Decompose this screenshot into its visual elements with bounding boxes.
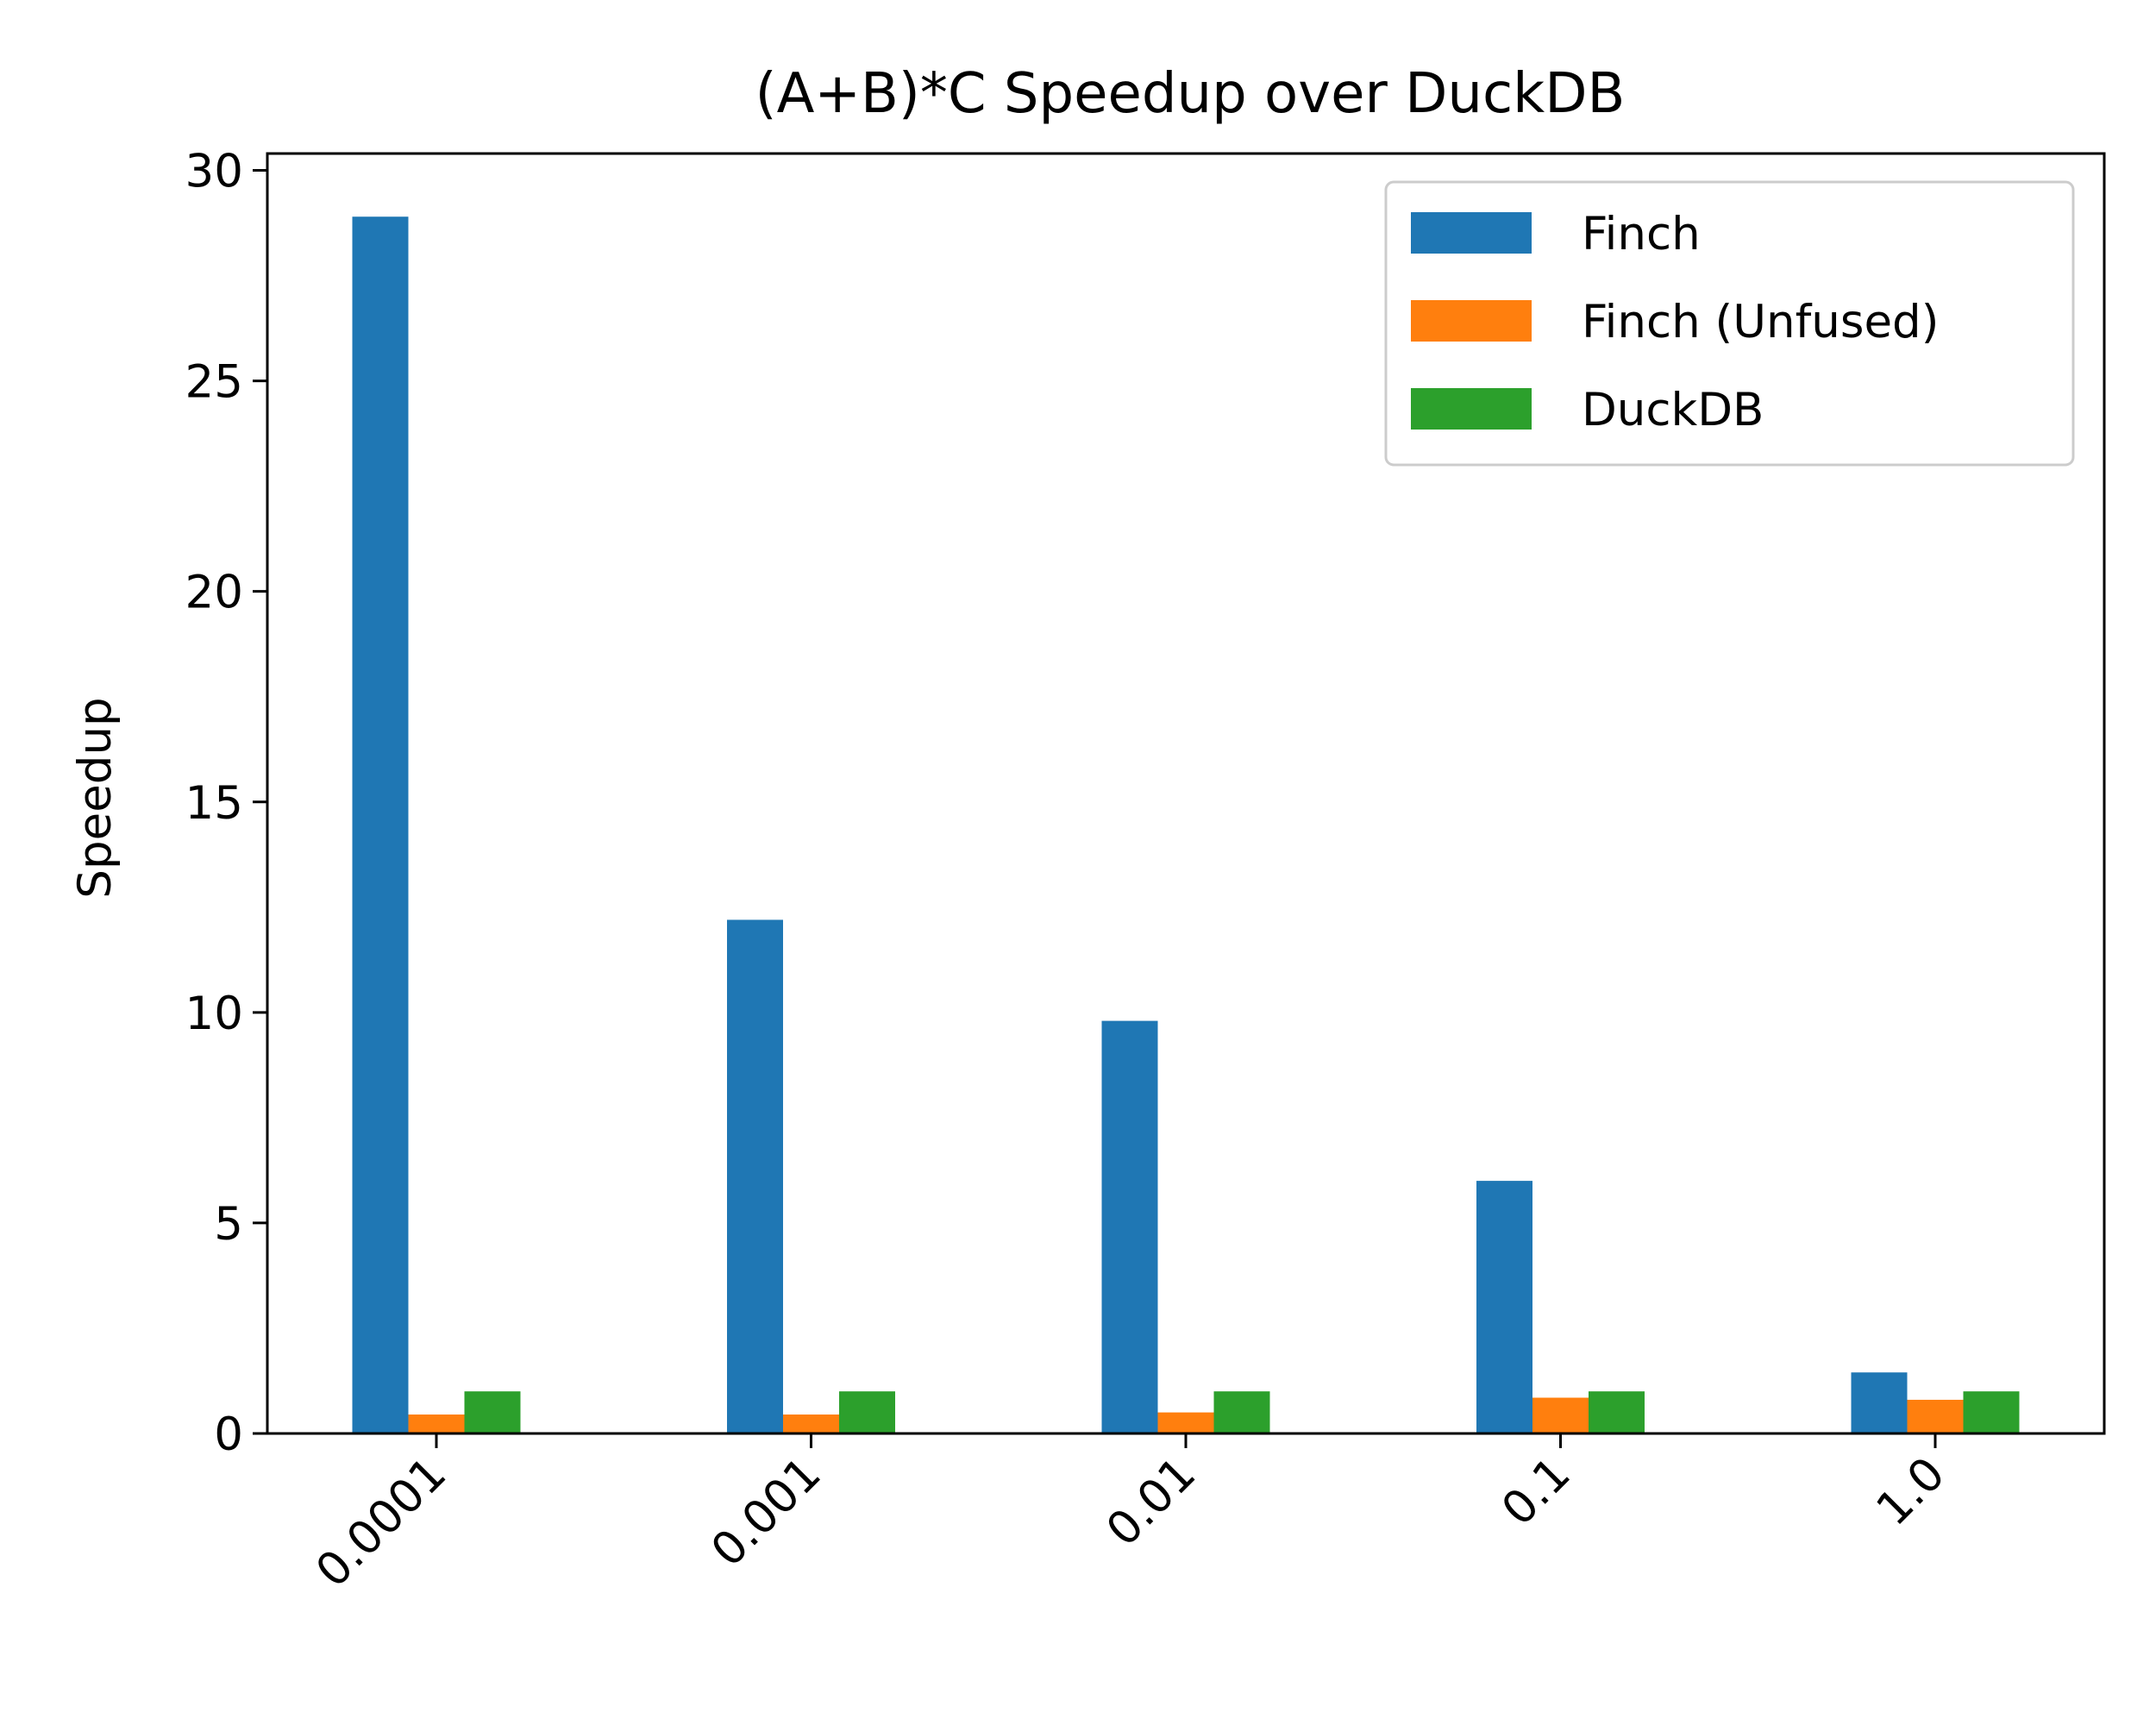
legend-label: DuckDB (1582, 384, 1764, 436)
y-tick-label: 0 (214, 1408, 243, 1461)
bar-finch-unfused-1.0 (1907, 1399, 1964, 1433)
bar-duckdb-0.001 (839, 1391, 895, 1433)
bar-finch-0.001 (727, 919, 783, 1433)
x-tick-label: 0.0001 (306, 1447, 456, 1597)
bar-finch-0.1 (1476, 1181, 1532, 1433)
bar-finch-0.01 (1101, 1020, 1158, 1433)
bar-finch-unfused-0.0001 (408, 1414, 465, 1433)
bar-finch-unfused-0.001 (783, 1414, 839, 1433)
y-tick-label: 30 (185, 146, 243, 198)
legend-box (1384, 180, 2075, 467)
legend-label: Finch (1582, 208, 1701, 260)
y-tick-label: 15 (185, 777, 243, 830)
bar-duckdb-1.0 (1963, 1391, 2020, 1433)
legend-swatch (1411, 300, 1532, 342)
legend: Finch Finch (Unfused) DuckDB (1384, 180, 2075, 467)
bar-duckdb-0.1 (1589, 1391, 1645, 1433)
chart-title: (A+B)*C Speedup over DuckDB (755, 62, 1626, 126)
legend-swatch (1411, 388, 1532, 430)
bar-duckdb-0.01 (1213, 1391, 1270, 1433)
y-tick-label: 20 (185, 567, 243, 619)
legend-swatch (1411, 212, 1532, 254)
x-tick-label: 0.01 (1097, 1447, 1206, 1557)
bar-duckdb-0.0001 (464, 1391, 521, 1433)
y-tick-label: 25 (185, 356, 243, 409)
bar-finch-0.0001 (352, 216, 409, 1434)
y-tick-label: 5 (214, 1198, 243, 1251)
x-tick-label: 0.001 (701, 1447, 830, 1577)
bars-layer (352, 216, 2020, 1434)
legend-label: Finch (Unfused) (1582, 296, 1939, 348)
y-axis-label: Speedup (69, 697, 122, 898)
y-tick-label: 10 (185, 988, 243, 1040)
x-tick-label: 1.0 (1866, 1447, 1955, 1536)
bar-finch-unfused-0.01 (1157, 1412, 1214, 1433)
bar-finch-unfused-0.1 (1532, 1397, 1589, 1433)
x-tick-label: 0.1 (1492, 1447, 1581, 1536)
bar-finch-1.0 (1851, 1372, 1908, 1433)
